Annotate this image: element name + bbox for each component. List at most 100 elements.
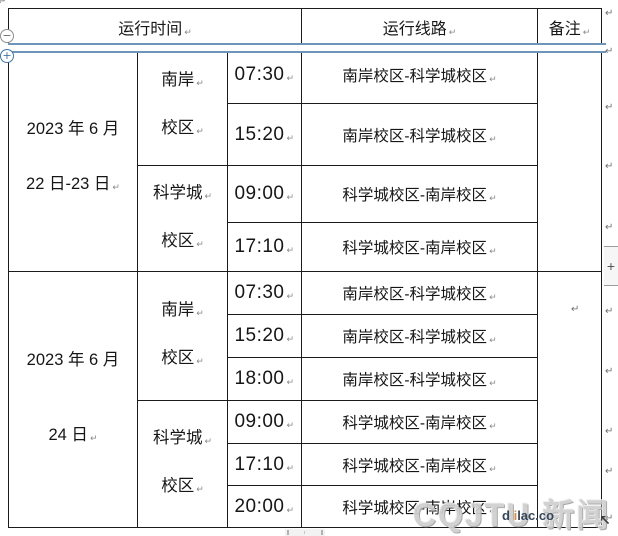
pilcrow-mark: ↵ [184, 28, 192, 38]
pilcrow-mark: ↵ [196, 78, 204, 89]
pilcrow-mark: ↵ [0, 0, 7, 7]
pilcrow-mark: ↵ [489, 247, 497, 257]
time-cell[interactable]: 18:00 ↵ [227, 357, 302, 401]
pilcrow-mark: ↵ [605, 466, 614, 477]
bus-schedule-table: 运行时间 ↵ 运行线路 ↵ 备注 ↵ 2023 年 6 月 22 日-23 日 ↵ 南岸… [8, 8, 602, 528]
watermark-small-part: i [513, 508, 518, 523]
header-run-time-label: 运行时间 [118, 21, 183, 38]
pilcrow-mark: ↵ [196, 485, 204, 495]
pilcrow-mark: ↵ [489, 464, 497, 475]
time-cell[interactable]: 07:30 ↵ [227, 45, 302, 104]
pilcrow-mark: ↵ [489, 506, 497, 517]
pilcrow-mark: ↵ [204, 437, 213, 447]
pilcrow-mark: ↵ [605, 161, 614, 172]
pilcrow-mark: ↵ [286, 378, 295, 388]
campus-line: 校区 ↵ [161, 477, 204, 495]
watermark-small-text: d ilac.co [502, 508, 554, 523]
pilcrow-mark: ↵ [489, 134, 497, 145]
header-note-label: 备注 [548, 21, 581, 38]
header-cell-run-time[interactable]: 运行时间 ↵ [8, 8, 302, 46]
insert-row-plus-button[interactable]: + [0, 49, 14, 63]
date-line: 2023 年 6 月 [26, 119, 120, 138]
route-cell[interactable]: 南岸校区-科学城校区 ↵ [301, 103, 538, 166]
pilcrow-mark: ↵ [286, 193, 295, 203]
route-cell[interactable]: 南岸校区-科学城校区 ↵ [301, 271, 538, 315]
time-cell[interactable]: 20:00 ↵ [227, 485, 302, 528]
pilcrow-mark: ↵ [286, 335, 295, 345]
route-cell[interactable]: 科学城校区-南岸校区 ↵ [301, 400, 538, 444]
pilcrow-mark: ↵ [286, 133, 295, 144]
note-cell-g2[interactable] [537, 271, 602, 528]
collapse-minus-button[interactable]: − [0, 29, 14, 43]
watermark-small-part: d [502, 508, 514, 523]
date-line: 24 日 ↵ [48, 425, 98, 444]
date-cell-jun24[interactable]: 2023 年 6 月 24 日 ↵ [8, 271, 138, 528]
campus-line: 校区 ↵ [161, 231, 204, 250]
time-cell[interactable]: 17:10 ↵ [227, 443, 302, 486]
pilcrow-mark: ↵ [489, 74, 497, 85]
pilcrow-mark: ↵ [489, 293, 497, 303]
pilcrow-mark: ↵ [286, 463, 295, 474]
campus-cell-nanan-g1[interactable]: 南岸 ↵ 校区 ↵ [137, 45, 228, 166]
header-run-route-label: 运行线路 [382, 21, 447, 38]
horizontal-scrollbar-thumb[interactable] [285, 529, 325, 536]
date-cell-jun22-23[interactable]: 2023 年 6 月 22 日-23 日 ↵ [8, 45, 138, 272]
pilcrow-mark: ↵ [489, 422, 497, 432]
pilcrow-mark: ↵ [571, 304, 580, 315]
route-cell[interactable]: 南岸校区-科学城校区 ↵ [301, 357, 538, 401]
campus-cell-nanan-g2[interactable]: 南岸 ↵ 校区 ↵ [137, 271, 228, 401]
time-cell[interactable]: 09:00 ↵ [227, 400, 302, 444]
watermark-small-part: lac.co [517, 508, 555, 523]
note-cell-g1[interactable] [537, 45, 602, 272]
pilcrow-mark: ↵ [605, 102, 614, 113]
insert-row-indicator-line [8, 43, 606, 53]
pilcrow-mark: ↵ [286, 505, 295, 516]
pilcrow-mark: ↵ [196, 309, 204, 319]
pilcrow-mark: ↵ [489, 379, 497, 389]
time-cell[interactable]: 07:30 ↵ [227, 271, 302, 315]
pilcrow-mark: ↵ [196, 357, 204, 367]
campus-line: 南岸 ↵ [161, 70, 204, 89]
time-cell[interactable]: 17:10 ↵ [227, 222, 302, 272]
time-cell[interactable]: 15:20 ↵ [227, 103, 302, 166]
campus-line: 科学城 ↵ [152, 183, 213, 202]
campus-cell-kexuecheng-g1[interactable]: 科学城 ↵ 校区 ↵ [137, 165, 228, 272]
route-cell[interactable]: 科学城校区-南岸校区 ↵ [301, 485, 538, 528]
route-cell[interactable]: 科学城校区-南岸校区 ↵ [301, 222, 538, 272]
pilcrow-mark: ↵ [605, 426, 614, 437]
pilcrow-mark: ↵ [286, 246, 295, 256]
pilcrow-mark: ↵ [605, 222, 614, 233]
pilcrow-mark: ↵ [489, 336, 497, 346]
pilcrow-mark: ↵ [196, 126, 204, 137]
pilcrow-mark: ↵ [286, 292, 295, 302]
scrollbar-tick [321, 530, 323, 535]
pilcrow-mark: ↵ [605, 306, 614, 317]
route-cell[interactable]: 科学城校区-南岸校区 ↵ [301, 165, 538, 223]
scrollbar-plus-button[interactable]: + [604, 246, 618, 286]
pilcrow-mark: ↵ [286, 421, 295, 431]
route-cell[interactable]: 科学城校区-南岸校区 ↵ [301, 443, 538, 486]
watermark-text: CQJTU 新闻 [413, 497, 611, 533]
time-cell[interactable]: 15:20 ↵ [227, 314, 302, 358]
date-line: 22 日-23 日 ↵ [26, 174, 120, 193]
pilcrow-mark: ↵ [448, 28, 457, 38]
pilcrow-mark: ↵ [582, 28, 591, 38]
pilcrow-mark: ↵ [605, 46, 614, 57]
pilcrow-mark: ↵ [605, 8, 614, 19]
pilcrow-mark: ↵ [286, 73, 295, 84]
header-cell-note[interactable]: 备注 ↵ [537, 8, 602, 46]
pilcrow-mark: ↵ [489, 194, 497, 204]
pilcrow-mark: ↵ [196, 239, 204, 250]
time-cell[interactable]: 09:00 ↵ [227, 165, 302, 223]
pilcrow-mark: ↵ [204, 191, 213, 202]
campus-line: 校区 ↵ [161, 118, 204, 137]
route-cell[interactable]: 南岸校区-科学城校区 ↵ [301, 45, 538, 104]
pilcrow-mark: ↵ [112, 182, 120, 193]
pilcrow-mark: ↵ [605, 366, 614, 377]
pilcrow-mark: ↵ [89, 433, 98, 444]
campus-line: 科学城 ↵ [152, 429, 213, 447]
route-cell[interactable]: 南岸校区-科学城校区 ↵ [301, 314, 538, 358]
campus-cell-kexuecheng-g2[interactable]: 科学城 ↵ 校区 ↵ [137, 400, 228, 528]
header-cell-run-route[interactable]: 运行线路 ↵ [301, 8, 538, 46]
